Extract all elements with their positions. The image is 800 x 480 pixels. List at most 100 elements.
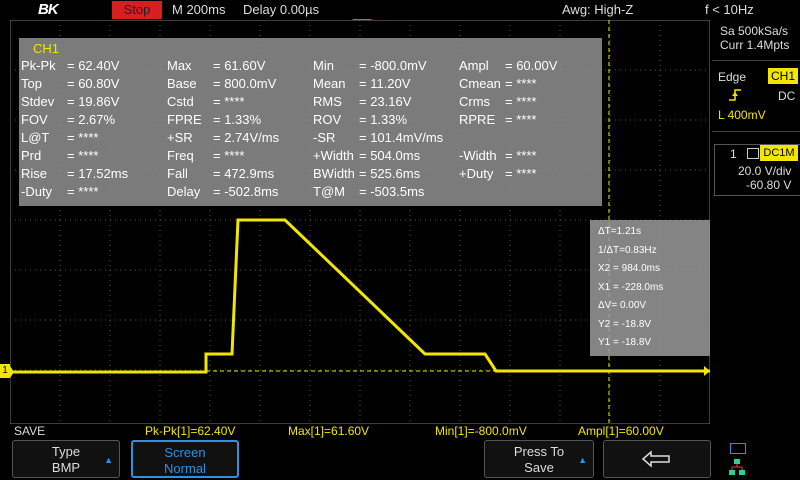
right-panel: [712, 20, 800, 480]
usb-storage-icon: [730, 443, 746, 454]
measure-value: = ****: [505, 94, 537, 109]
measure-label: -Duty: [21, 184, 53, 199]
type-softkey[interactable]: Type BMP ▲: [12, 440, 120, 478]
measure-label: Pk-Pk: [21, 58, 56, 73]
measure-label: Prd: [21, 148, 42, 163]
cursor-readout: ΔV= 0.00V: [598, 300, 647, 311]
type-label: Type: [51, 444, 81, 459]
network-icon: [729, 459, 745, 475]
measure-label: Rise: [21, 166, 48, 181]
trigger-level-marker: [704, 366, 710, 376]
trigger-panel[interactable]: [712, 60, 800, 132]
screen-value: Normal: [164, 461, 206, 476]
measure-value: = ****: [505, 166, 537, 181]
trigger-source-badge: CH1: [768, 68, 798, 84]
status-ampl: Ampl[1]=60.00V: [578, 424, 664, 438]
measurement-panel: CH1 Pk-Pk = 62.40V Max = 61.60V Min = -800.0m…: [19, 38, 602, 206]
cursor-readout-panel: ΔT=1.21s 1/ΔT=0.83Hz X2 = 984.0ms X1 = -228…: [590, 220, 710, 356]
measure-value: = 60.80V: [67, 76, 120, 91]
measure-value: = 504.0ms: [359, 148, 421, 163]
status-max: Max[1]=61.60V: [288, 424, 370, 438]
measure-value: = 61.60V: [213, 58, 266, 73]
measure-value: = 2.74V/ms: [213, 130, 280, 145]
measure-value: = 23.16V: [359, 94, 412, 109]
delay-readout[interactable]: Delay 0.00µs: [243, 2, 320, 17]
press-to-save-softkey[interactable]: Press To Save ▲: [484, 440, 594, 478]
measure-value: = 525.6ms: [359, 166, 421, 181]
rising-edge-icon: [729, 89, 741, 101]
channel1-ground-marker: [10, 366, 14, 378]
timebase-readout[interactable]: M 200ms: [172, 2, 226, 17]
status-menu-name: SAVE: [14, 424, 46, 438]
press-value: Save: [524, 460, 554, 475]
measure-label: -SR: [313, 130, 336, 145]
return-arrow-icon: [641, 450, 670, 468]
measure-label: Mean: [313, 76, 346, 91]
measure-value: = ****: [213, 148, 245, 163]
measure-label: Top: [21, 76, 42, 91]
measure-label: Stdev: [21, 94, 55, 109]
measure-value: = -503.5ms: [359, 184, 425, 199]
measure-value: = ****: [67, 148, 99, 163]
measure-label: FPRE: [167, 112, 202, 127]
screen-softkey[interactable]: Screen Normal: [131, 440, 239, 478]
measure-label: Ampl: [459, 58, 489, 73]
measure-value: = ****: [505, 148, 537, 163]
channel-on-icon: [747, 148, 759, 159]
measure-label: Cmean: [459, 76, 501, 91]
status-pkpk: Pk-Pk[1]=62.40V: [145, 424, 236, 438]
type-arrow-icon: ▲: [104, 455, 113, 465]
press-label: Press To: [513, 444, 565, 459]
measure-label: Min: [313, 58, 334, 73]
measure-label: Freq: [167, 148, 194, 163]
return-softkey[interactable]: [603, 440, 711, 478]
measure-value: = 800.0mV: [213, 76, 277, 91]
measure-value: = 17.52ms: [67, 166, 129, 181]
cursor-readout: X2 = 984.0ms: [598, 263, 660, 274]
measure-label: Base: [167, 76, 197, 91]
channel1-marker: 1: [0, 364, 10, 378]
measure-label: Cstd: [167, 94, 194, 109]
measure-label: RPRE: [459, 112, 496, 127]
measure-value: = 472.9ms: [213, 166, 275, 181]
top-bar: [0, 0, 800, 20]
measure-value: = ****: [67, 184, 99, 199]
measure-label: +Duty: [459, 166, 494, 181]
trigger-coupling: DC: [778, 89, 796, 103]
frequency-counter: f < 10Hz: [705, 2, 754, 17]
measure-value: = ****: [67, 130, 99, 145]
measure-value: = ****: [213, 94, 245, 109]
measure-value: = -502.8ms: [213, 184, 279, 199]
screen-label: Screen: [164, 445, 206, 460]
cursor-readout: 1/ΔT=0.83Hz: [598, 244, 657, 256]
ch1-trace: [10, 218, 710, 374]
memory-depth: Curr 1.4Mpts: [720, 38, 790, 52]
measure-value: = 1.33%: [359, 112, 408, 127]
measure-label: RMS: [313, 94, 342, 109]
trigger-level: L 400mV: [718, 108, 766, 122]
cursor-readout: Y2 = -18.8V: [598, 318, 652, 330]
measure-label: L@T: [21, 130, 50, 145]
measure-label: +SR: [167, 130, 193, 145]
channel-coupling-badge: DC1M: [760, 145, 798, 161]
measure-value: = 11.20V: [359, 76, 411, 91]
measure-label: ROV: [313, 112, 342, 127]
measure-label: Crms: [459, 94, 491, 109]
measure-value: = ****: [505, 76, 537, 91]
measure-label: Max: [167, 58, 192, 73]
channel1-panel[interactable]: [714, 144, 800, 196]
measure-channel-title: CH1: [33, 41, 60, 56]
measure-value: = ****: [505, 112, 537, 127]
measure-label: -Width: [459, 148, 497, 163]
sample-rate: Sa 500kSa/s: [720, 24, 789, 38]
cursor-readout: Y1 = -18.8V: [598, 337, 652, 348]
measure-value: = 101.4mV/ms: [359, 130, 444, 145]
acquire-mode: Awg: High-Z: [562, 2, 634, 17]
status-min: Min[1]=-800.0mV: [435, 424, 527, 438]
measure-label: Delay: [167, 184, 201, 199]
measure-value: = 1.33%: [213, 112, 262, 127]
cursor-readout: X1 = -228.0ms: [598, 281, 664, 293]
measure-value: = -800.0mV: [359, 58, 427, 73]
measure-label: T@M: [313, 184, 345, 199]
run-stop-status[interactable]: Stop: [112, 1, 162, 19]
